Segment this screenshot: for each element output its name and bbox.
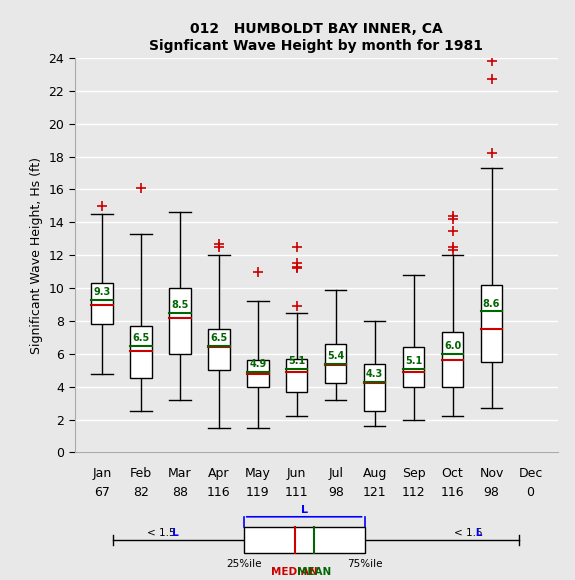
Text: Sep: Sep — [402, 467, 426, 480]
Text: 5.1: 5.1 — [405, 356, 422, 366]
FancyBboxPatch shape — [169, 288, 191, 354]
Text: 116: 116 — [207, 486, 231, 499]
Text: Apr: Apr — [208, 467, 229, 480]
Text: 25%ile: 25%ile — [226, 559, 262, 570]
Text: 6.5: 6.5 — [210, 333, 228, 343]
Text: Dec: Dec — [518, 467, 543, 480]
Text: 4.3: 4.3 — [366, 369, 384, 379]
Text: 88: 88 — [172, 486, 188, 499]
Text: 119: 119 — [246, 486, 270, 499]
Text: < 1.5: < 1.5 — [454, 528, 486, 538]
Text: L: L — [454, 528, 482, 538]
FancyBboxPatch shape — [442, 332, 463, 387]
Text: 116: 116 — [441, 486, 465, 499]
FancyBboxPatch shape — [403, 347, 424, 387]
Text: May: May — [245, 467, 271, 480]
Text: L: L — [301, 505, 308, 515]
FancyBboxPatch shape — [244, 527, 365, 553]
Title: 012   HUMBOLDT BAY INNER, CA
Signficant Wave Height by month for 1981: 012 HUMBOLDT BAY INNER, CA Signficant Wa… — [150, 23, 483, 53]
Text: 67: 67 — [94, 486, 110, 499]
FancyBboxPatch shape — [91, 283, 113, 324]
FancyBboxPatch shape — [247, 360, 269, 387]
Text: 98: 98 — [484, 486, 500, 499]
Text: MEAN: MEAN — [297, 567, 331, 577]
Text: Aug: Aug — [362, 467, 387, 480]
Text: Feb: Feb — [130, 467, 152, 480]
FancyBboxPatch shape — [208, 329, 229, 370]
Text: 98: 98 — [328, 486, 344, 499]
Text: MEDIAN: MEDIAN — [271, 567, 318, 577]
Text: 82: 82 — [133, 486, 149, 499]
Text: 6.5: 6.5 — [132, 333, 150, 343]
Text: 111: 111 — [285, 486, 309, 499]
Text: Oct: Oct — [442, 467, 463, 480]
FancyBboxPatch shape — [286, 358, 308, 392]
Text: 8.5: 8.5 — [171, 300, 189, 310]
Text: < 1.5: < 1.5 — [147, 528, 179, 538]
Text: 75%ile: 75%ile — [347, 559, 382, 570]
FancyBboxPatch shape — [131, 326, 152, 379]
FancyBboxPatch shape — [481, 285, 502, 362]
Text: 4.9: 4.9 — [249, 360, 266, 369]
FancyBboxPatch shape — [364, 364, 385, 411]
Text: Jul: Jul — [328, 467, 343, 480]
Text: Mar: Mar — [168, 467, 191, 480]
Text: Nov: Nov — [480, 467, 504, 480]
Text: 5.1: 5.1 — [288, 356, 305, 366]
Text: 0: 0 — [527, 486, 535, 499]
Text: L: L — [154, 528, 179, 538]
FancyBboxPatch shape — [325, 344, 347, 383]
Text: Jan: Jan — [93, 467, 112, 480]
Y-axis label: Significant Wave Height, Hs (ft): Significant Wave Height, Hs (ft) — [30, 157, 43, 354]
Text: 5.4: 5.4 — [327, 351, 344, 361]
Text: 9.3: 9.3 — [93, 287, 110, 297]
Text: 8.6: 8.6 — [483, 299, 500, 309]
Text: 112: 112 — [402, 486, 426, 499]
Text: Jun: Jun — [287, 467, 306, 480]
Text: 121: 121 — [363, 486, 386, 499]
Text: 6.0: 6.0 — [444, 342, 461, 351]
